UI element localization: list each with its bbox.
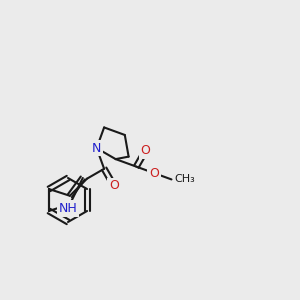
Text: N: N — [92, 142, 101, 154]
Text: NH: NH — [58, 202, 77, 215]
Text: O: O — [141, 144, 151, 157]
Text: CH₃: CH₃ — [175, 174, 195, 184]
Text: O: O — [149, 167, 159, 179]
Text: O: O — [109, 179, 119, 192]
